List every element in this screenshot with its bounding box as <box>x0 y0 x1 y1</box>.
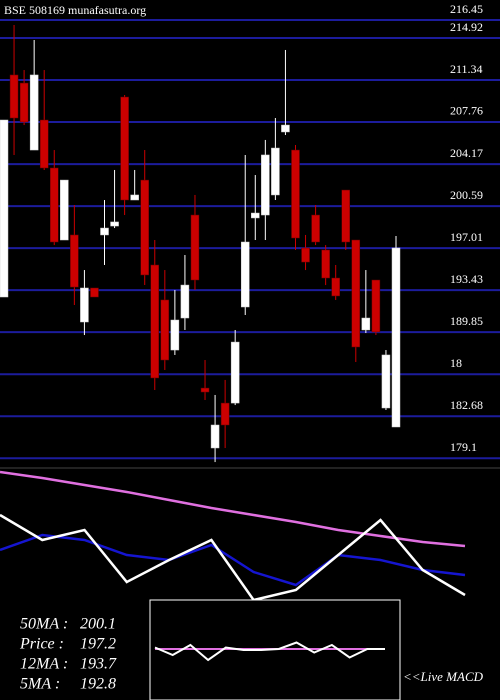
candle-body <box>170 319 180 351</box>
indicator-line <box>0 470 466 548</box>
candle-body <box>391 247 401 428</box>
candle-body <box>230 341 240 404</box>
candle-body <box>9 74 19 119</box>
y-tick-label: 179.1 <box>450 440 477 454</box>
candle-body <box>110 221 119 227</box>
stat-label: 5MA : <box>20 676 60 693</box>
candle-body <box>251 212 260 219</box>
candle-body <box>70 234 79 288</box>
candle-body <box>200 387 210 393</box>
candle-body <box>190 214 200 281</box>
stat-label: Price : <box>19 636 64 653</box>
candle-body <box>39 119 49 169</box>
candle-body <box>361 317 371 331</box>
candle-body <box>60 179 69 241</box>
chart-title: BSE 508169 munafasutra.org <box>4 3 146 17</box>
macd-label: <<Live MACD <box>403 669 484 684</box>
candle-body <box>381 354 391 409</box>
stat-value: 200.1 <box>80 616 116 633</box>
candle-body <box>331 277 340 297</box>
y-tick-label: 197.01 <box>450 230 483 244</box>
y-tick-label: 216.45 <box>450 2 483 16</box>
indicator-line <box>0 533 466 587</box>
y-tick-label: 18 <box>450 356 462 370</box>
candle-body <box>240 241 250 308</box>
indicator-line <box>0 513 466 602</box>
candle-body <box>29 74 39 151</box>
candle-body <box>100 227 109 236</box>
candle-body <box>271 147 280 196</box>
stat-value: 192.8 <box>80 676 116 693</box>
candle-body <box>180 284 190 319</box>
y-tick-label: 193.43 <box>450 272 483 286</box>
candle-body <box>140 179 149 276</box>
candle-body <box>210 424 220 449</box>
candle-body <box>130 194 139 201</box>
candle-body <box>351 239 361 348</box>
stat-label: 12MA : <box>20 656 68 673</box>
y-tick-label: 189.85 <box>450 314 483 328</box>
candle-body <box>120 96 129 201</box>
candle-body <box>150 264 160 379</box>
candle-body <box>291 149 300 239</box>
candle-body <box>281 124 290 133</box>
candle-body <box>301 247 310 263</box>
candle-body <box>341 189 350 243</box>
stat-label: 50MA : <box>20 616 68 633</box>
macd-line <box>154 641 385 662</box>
candle-body <box>160 299 170 361</box>
y-tick-label: 182.68 <box>450 398 483 412</box>
candle-body <box>371 279 381 333</box>
y-tick-label: 200.59 <box>450 188 483 202</box>
candle-body <box>90 287 99 298</box>
candle-body <box>0 119 9 298</box>
stat-value: 197.2 <box>80 636 116 653</box>
y-tick-label: 204.17 <box>450 146 483 160</box>
stat-value: 193.7 <box>80 656 117 673</box>
candle-body <box>19 82 29 123</box>
candle-body <box>220 402 230 426</box>
candle-body <box>50 167 59 243</box>
y-tick-label: 211.34 <box>450 62 483 76</box>
y-tick-label: 207.76 <box>450 104 483 118</box>
candle-body <box>311 214 320 243</box>
y-tick-label: 214.92 <box>450 20 483 34</box>
candle-body <box>261 154 270 216</box>
candle-body <box>80 287 89 323</box>
candle-body <box>321 249 330 279</box>
